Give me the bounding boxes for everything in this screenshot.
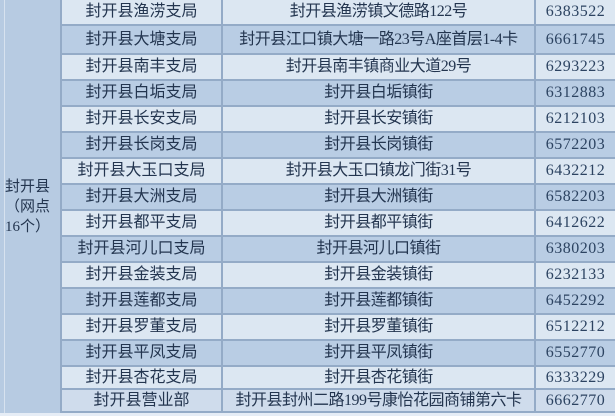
- branch-name-cell: 封开县平凤支局: [62, 341, 223, 365]
- branch-name-cell: 封开县长岗支局: [62, 133, 223, 157]
- branch-name-cell: 封开县河儿口支局: [62, 237, 223, 261]
- address-cell: 封开县金装镇街: [223, 263, 536, 287]
- table-bottom-strip: [0, 413, 615, 416]
- address-cell: 封开县莲都镇街: [223, 289, 536, 313]
- branch-rows: 封开县渔涝支局 封开县渔涝镇文德路122号 6383522 封开县大塘支局 封开…: [62, 0, 615, 413]
- phone-cell: 6582203: [545, 188, 606, 205]
- address-cell: 封开县平凤镇街: [223, 341, 536, 365]
- county-group-label: 封开县（网点16个）: [5, 178, 51, 235]
- address-cell: 封开县大洲镇街: [223, 185, 536, 209]
- table-row: 封开县都平支局 封开县都平镇街 6412622: [62, 211, 615, 237]
- branch-name-cell: 封开县营业部: [62, 390, 223, 411]
- table-row: 封开县河儿口支局 封开县河儿口镇街 6380203: [62, 237, 615, 263]
- phone-cell: 6333229: [545, 368, 606, 386]
- table-row: 封开县南丰支局 封开县南丰镇商业大道29号 6293223: [62, 55, 615, 81]
- county-group-cell: 封开县（网点16个）: [0, 0, 62, 413]
- table-row: 封开县长岗支局 封开县长岗镇街 6572203: [62, 133, 615, 159]
- phone-cell: 6383522: [545, 3, 606, 20]
- table-row: 封开县大洲支局 封开县大洲镇街 6582203: [62, 185, 615, 211]
- table-row: 封开县莲都支局 封开县莲都镇街 6452292: [62, 289, 615, 315]
- phone-cell: 6512212: [545, 318, 606, 335]
- branch-name-cell: 封开县都平支局: [62, 211, 223, 235]
- address-cell: 封开县江口镇大塘一路23号A座首层1-4卡: [223, 26, 536, 53]
- branch-name-cell: 封开县金装支局: [62, 263, 223, 287]
- phone-cell: 6452292: [545, 292, 606, 309]
- address-cell: 封开县长安镇街: [223, 107, 536, 131]
- phone-cell: 6572203: [545, 136, 606, 153]
- address-cell: 封开县封州二路199号康怡花园商铺第六卡: [223, 390, 536, 411]
- branch-name-cell: 封开县渔涝支局: [62, 0, 223, 24]
- table-row: 封开县罗董支局 封开县罗董镇街 6512212: [62, 315, 615, 341]
- table-row: 封开县金装支局 封开县金装镇街 6232133: [62, 263, 615, 289]
- table-row: 封开县平凤支局 封开县平凤镇街 6552770: [62, 341, 615, 367]
- table-row: 封开县长安支局 封开县长安镇街 6212103: [62, 107, 615, 133]
- branch-name-cell: 封开县南丰支局: [62, 55, 223, 79]
- table-row: 封开县白垢支局 封开县白垢镇街 6312883: [62, 81, 615, 107]
- address-cell: 封开县都平镇街: [223, 211, 536, 235]
- branch-name-cell: 封开县白垢支局: [62, 81, 223, 105]
- address-cell: 封开县白垢镇街: [223, 81, 536, 105]
- branch-name-cell: 封开县大玉口支局: [62, 159, 223, 183]
- phone-cell: 6212103: [545, 110, 606, 127]
- address-cell: 封开县河儿口镇街: [223, 237, 536, 261]
- phone-cell: 6552770: [545, 344, 606, 361]
- phone-cell: 6380203: [545, 240, 606, 257]
- phone-cell: 6293223: [545, 58, 606, 75]
- phone-cell: 6432212: [545, 162, 606, 179]
- address-cell: 封开县长岗镇街: [223, 133, 536, 157]
- phone-cell: 6661745: [545, 30, 606, 48]
- branch-name-cell: 封开县杏花支局: [62, 367, 223, 388]
- address-cell: 封开县杏花镇街: [223, 367, 536, 388]
- address-cell: 封开县渔涝镇文德路122号: [223, 0, 536, 24]
- branch-name-cell: 封开县罗董支局: [62, 315, 223, 339]
- address-cell: 封开县大玉口镇龙门街31号: [223, 159, 536, 183]
- address-cell: 封开县罗董镇街: [223, 315, 536, 339]
- branch-name-cell: 封开县大塘支局: [62, 26, 223, 53]
- table-row: 封开县杏花支局 封开县杏花镇街 6333229: [62, 367, 615, 390]
- table-row: 封开县大塘支局 封开县江口镇大塘一路23号A座首层1-4卡 6661745: [62, 26, 615, 55]
- address-cell: 封开县南丰镇商业大道29号: [223, 55, 536, 79]
- branch-name-cell: 封开县大洲支局: [62, 185, 223, 209]
- table-row: 封开县营业部 封开县封州二路199号康怡花园商铺第六卡 6662770: [62, 390, 615, 413]
- phone-cell: 6662770: [545, 391, 606, 409]
- phone-cell: 6312883: [545, 84, 606, 101]
- branch-name-cell: 封开县长安支局: [62, 107, 223, 131]
- table-row: 封开县大玉口支局 封开县大玉口镇龙门街31号 6432212: [62, 159, 615, 185]
- table-row: 封开县渔涝支局 封开县渔涝镇文德路122号 6383522: [62, 0, 615, 26]
- phone-cell: 6412622: [545, 214, 606, 231]
- phone-cell: 6232133: [545, 266, 606, 283]
- branch-name-cell: 封开县莲都支局: [62, 289, 223, 313]
